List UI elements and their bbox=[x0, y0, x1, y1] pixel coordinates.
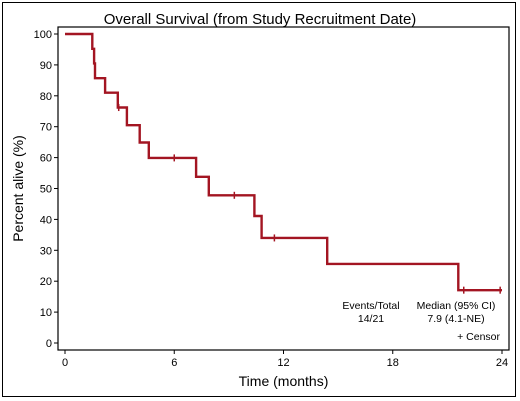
chart-title: Overall Survival (from Study Recruitment… bbox=[104, 11, 417, 28]
censor-legend: + Censor bbox=[457, 331, 500, 343]
survival-step-line bbox=[65, 32, 502, 292]
y-tick-label: 50 bbox=[40, 184, 52, 196]
x-axis: 0 6 12 18 24 bbox=[62, 350, 508, 369]
y-tick-label: 0 bbox=[46, 338, 52, 350]
y-tick-label: 30 bbox=[40, 245, 52, 257]
x-tick-label: 18 bbox=[387, 357, 399, 369]
x-tick-label: 6 bbox=[171, 357, 177, 369]
y-tick-label: 80 bbox=[40, 91, 52, 103]
x-tick-label: 12 bbox=[277, 357, 289, 369]
y-axis: 0 10 20 30 40 50 60 70 80 90 100 bbox=[34, 29, 58, 350]
x-tick-label: 24 bbox=[496, 357, 508, 369]
y-axis-label: Percent alive (%) bbox=[10, 135, 26, 242]
events-header: Events/Total bbox=[342, 300, 399, 312]
y-tick-label: 90 bbox=[40, 60, 52, 72]
x-tick-label: 0 bbox=[62, 357, 68, 369]
x-axis-label: Time (months) bbox=[239, 373, 329, 389]
figure-frame bbox=[2, 2, 516, 397]
y-tick-label: 10 bbox=[40, 307, 52, 319]
median-header: Median (95% CI) bbox=[417, 300, 496, 312]
y-tick-label: 100 bbox=[34, 29, 52, 41]
y-tick-label: 70 bbox=[40, 122, 52, 134]
y-tick-label: 40 bbox=[40, 214, 52, 226]
y-tick-label: 20 bbox=[40, 276, 52, 288]
events-value: 14/21 bbox=[358, 313, 384, 325]
censor-marks bbox=[117, 104, 501, 294]
survival-series bbox=[65, 32, 502, 292]
median-value: 7.9 (4.1-NE) bbox=[427, 313, 484, 325]
y-tick-label: 60 bbox=[40, 153, 52, 165]
